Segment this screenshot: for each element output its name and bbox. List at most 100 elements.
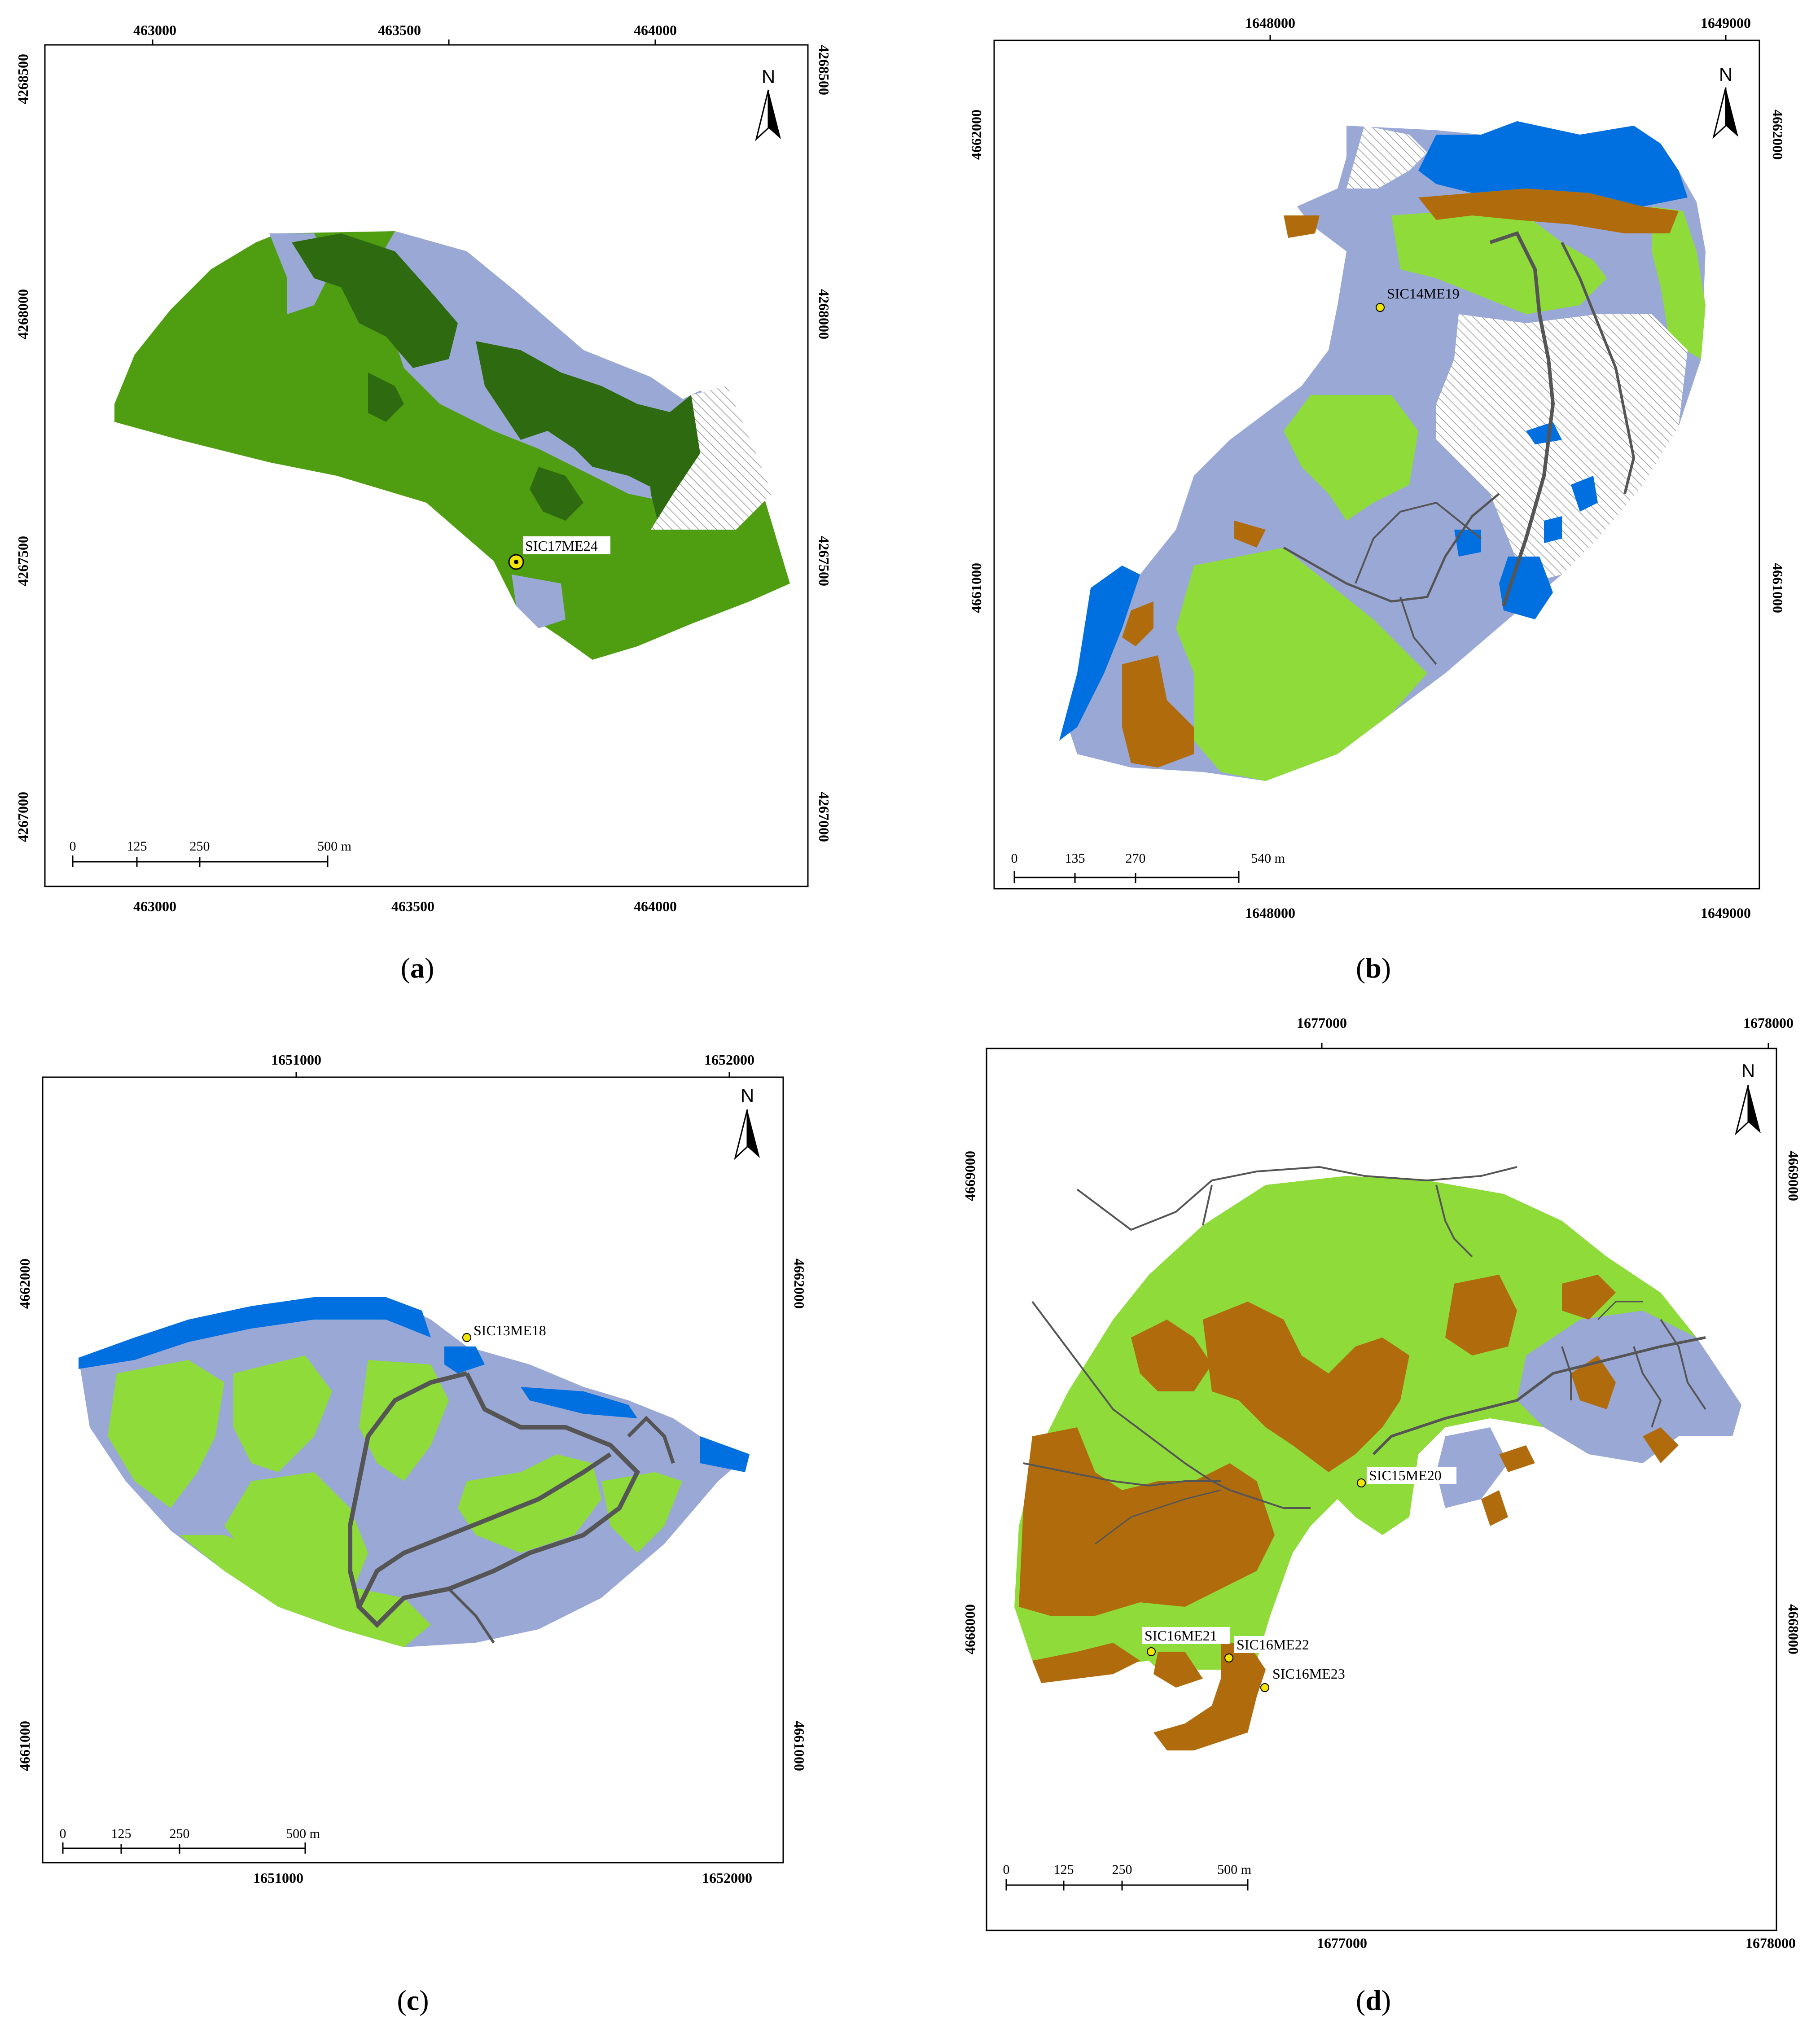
map-a-right-tick-4: 4267000 bbox=[816, 792, 832, 842]
map-a-site-sic17me24: SIC17ME24 bbox=[508, 536, 610, 570]
map-b-left-tick-1: 4662000 bbox=[968, 110, 984, 160]
site-sic16me21: SIC16ME21 bbox=[1142, 1627, 1230, 1656]
site-marker-icon bbox=[462, 1333, 471, 1342]
site-marker-icon bbox=[1147, 1647, 1156, 1656]
site-sic16me22: SIC16ME22 bbox=[1224, 1636, 1322, 1662]
map-a-bottom-tick-3: 464000 bbox=[634, 898, 677, 914]
map-a-bottom-ticks: 463000 463500 464000 bbox=[133, 898, 677, 914]
map-a-bottom-tick-2: 463500 bbox=[391, 898, 434, 914]
caption-d: (d) bbox=[1355, 1984, 1391, 2016]
map-a-right-tick-1: 4268500 bbox=[816, 45, 832, 95]
scale-label: 250 bbox=[190, 839, 210, 854]
hatched-area bbox=[1436, 314, 1688, 583]
map-a-bottom-tick-1: 463000 bbox=[133, 898, 176, 914]
caption-b: (b) bbox=[1355, 952, 1391, 984]
map-d-top-tick-1: 1677000 bbox=[1297, 1015, 1347, 1031]
map-b-site-sic14me19: SIC14ME19 bbox=[1376, 285, 1460, 312]
site-label: SIC17ME24 bbox=[525, 538, 598, 554]
map-a-left-tick-4: 4267000 bbox=[15, 792, 31, 842]
north-arrow-icon: N bbox=[734, 1085, 760, 1160]
bare-soil-area bbox=[1418, 189, 1679, 233]
site-label: SIC14ME19 bbox=[1387, 285, 1460, 302]
scale-label: 500 m bbox=[317, 839, 351, 854]
scale-label: 0 bbox=[1011, 851, 1018, 866]
scale-label: 0 bbox=[1003, 1862, 1010, 1877]
water-area bbox=[79, 1297, 431, 1369]
map-a-left-tick-2: 4268000 bbox=[15, 289, 31, 339]
map-d-right-tick-1: 4669000 bbox=[1785, 1151, 1802, 1201]
north-label: N bbox=[741, 1085, 754, 1106]
map-a-top-ticks: 463000 463500 464000 bbox=[133, 22, 677, 45]
site-marker-icon bbox=[1357, 1478, 1366, 1487]
map-panel-d: 1677000 1678000 1677000 1678000 4669000 … bbox=[943, 1015, 1820, 1951]
site-marker-icon bbox=[1224, 1653, 1233, 1662]
scale-label: 125 bbox=[1054, 1862, 1074, 1877]
site-label: SIC16ME23 bbox=[1272, 1666, 1345, 1682]
map-d-left-tick-2: 4668000 bbox=[962, 1604, 978, 1654]
road-line bbox=[1076, 1166, 1517, 1231]
map-b-svg: 1648000 1649000 1648000 1649000 4662000 … bbox=[968, 15, 1786, 921]
map-d-top-tick-2: 1678000 bbox=[1743, 1015, 1794, 1031]
map-c-left-tick-2: 4661000 bbox=[17, 1721, 33, 1771]
map-panel-c: 1651000 1652000 1651000 1652000 4662000 … bbox=[0, 1032, 875, 1930]
grass-area bbox=[1176, 548, 1427, 781]
site-label: SIC16ME21 bbox=[1145, 1627, 1217, 1644]
scale-label: 500 m bbox=[1217, 1862, 1251, 1877]
map-panel-a: 463000 463500 464000 463000 463500 46400… bbox=[0, 0, 875, 920]
map-c-bottom-tick-1: 1651000 bbox=[253, 1870, 303, 1886]
map-b-landcover bbox=[1059, 121, 1706, 781]
map-a-top-tick-3: 464000 bbox=[634, 22, 677, 38]
scale-label: 0 bbox=[70, 839, 76, 854]
dense-forest-area bbox=[292, 233, 458, 368]
map-a-left-ticks: 4268500 4268000 4267500 4267000 bbox=[15, 54, 31, 842]
map-d-bottom-tick-1: 1677000 bbox=[1317, 1935, 1367, 1951]
scale-label: 500 m bbox=[286, 1826, 320, 1841]
north-arrow-icon: N bbox=[755, 66, 781, 141]
north-label: N bbox=[1741, 1060, 1755, 1081]
map-a-right-tick-2: 4268000 bbox=[816, 289, 832, 339]
map-c-site-sic13me18: SIC13ME18 bbox=[462, 1322, 559, 1342]
scale-label: 135 bbox=[1065, 851, 1085, 866]
map-a-svg: 463000 463500 464000 463000 463500 46400… bbox=[15, 22, 832, 914]
scale-label: 270 bbox=[1126, 851, 1146, 866]
site-marker-icon bbox=[1260, 1683, 1269, 1692]
map-c-top-tick-1: 1651000 bbox=[271, 1052, 321, 1068]
map-a-scale-bar: 0 125 250 500 m bbox=[70, 839, 351, 867]
scale-label: 540 m bbox=[1251, 851, 1285, 866]
map-d-left-tick-1: 4669000 bbox=[962, 1151, 978, 1201]
scale-label: 125 bbox=[111, 1826, 132, 1841]
map-b-right-tick-1: 4662000 bbox=[1770, 110, 1786, 160]
map-d-landcover bbox=[1014, 1166, 1741, 1750]
map-d-svg: 1677000 1678000 1677000 1678000 4669000 … bbox=[962, 1015, 1802, 1951]
scale-label: 250 bbox=[170, 1826, 190, 1841]
map-c-bottom-tick-2: 1652000 bbox=[702, 1870, 752, 1886]
map-a-landcover bbox=[114, 231, 790, 660]
map-panel-b: 1648000 1649000 1648000 1649000 4662000 … bbox=[943, 0, 1820, 921]
map-c-left-tick-1: 4662000 bbox=[17, 1259, 33, 1309]
scale-label: 250 bbox=[1112, 1862, 1132, 1877]
caption-a: (a) bbox=[400, 952, 434, 984]
north-label: N bbox=[1719, 64, 1732, 85]
caption-c: (c) bbox=[397, 1984, 429, 2016]
map-b-bottom-tick-2: 1649000 bbox=[1701, 905, 1751, 921]
map-c-scale-bar: 0 125 250 500 m bbox=[60, 1826, 320, 1854]
hatched-area bbox=[651, 386, 772, 530]
map-d-scale-bar: 0 125 250 500 m bbox=[1003, 1862, 1251, 1890]
site-label: SIC13ME18 bbox=[474, 1322, 546, 1338]
north-label: N bbox=[762, 66, 775, 87]
map-a-right-tick-3: 4267500 bbox=[816, 536, 832, 586]
map-c-svg: 1651000 1652000 1651000 1652000 4662000 … bbox=[17, 1052, 807, 1886]
map-d-right-tick-2: 4668000 bbox=[1785, 1604, 1802, 1654]
map-c-right-tick-2: 4661000 bbox=[791, 1721, 807, 1771]
map-c-landcover bbox=[79, 1297, 750, 1647]
north-arrow-icon: N bbox=[1712, 64, 1738, 139]
site-sic15me20: SIC15ME20 bbox=[1357, 1467, 1456, 1487]
map-a-top-tick-1: 463000 bbox=[133, 22, 176, 38]
scale-label: 125 bbox=[127, 839, 147, 854]
water-area bbox=[1418, 121, 1688, 206]
north-arrow-icon: N bbox=[1735, 1060, 1761, 1136]
site-label: SIC15ME20 bbox=[1369, 1467, 1442, 1483]
scale-label: 0 bbox=[60, 1826, 66, 1841]
map-b-right-tick-2: 4661000 bbox=[1770, 563, 1786, 613]
forest-area bbox=[114, 231, 790, 660]
